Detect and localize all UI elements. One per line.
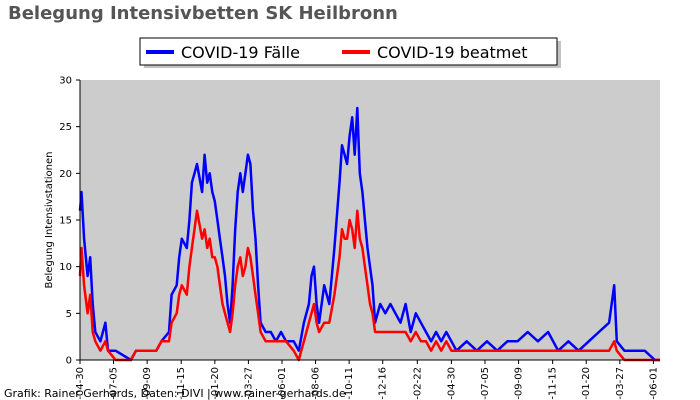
- x-tick-label-10: -02-22: [412, 367, 423, 400]
- y-axis-label: Belegung Intensivstationen: [44, 151, 55, 288]
- y-tick-label-1: 5: [66, 309, 72, 320]
- x-tick-label-17: -06-01: [648, 367, 659, 400]
- y-tick-label-5: 25: [59, 122, 72, 133]
- legend-label-beatmet: COVID-19 beatmet: [377, 43, 527, 62]
- x-tick-label-8: -10-11: [344, 367, 355, 400]
- plot-area: [80, 80, 660, 360]
- y-tick-label-4: 20: [59, 169, 72, 180]
- x-tick-label-4: -01-20: [210, 367, 221, 400]
- x-tick-label-16: -03-27: [615, 367, 626, 400]
- y-tick-label-3: 15: [59, 216, 72, 227]
- series-line-1: [78, 209, 660, 362]
- x-tick-label-7: -08-06: [311, 367, 322, 400]
- x-tick-label-0: -04-30: [75, 367, 86, 400]
- x-tick-label-11: -04-30: [446, 367, 457, 400]
- x-tick-label-2: -09-09: [142, 367, 153, 400]
- x-tick-label-6: -06-01: [277, 367, 288, 400]
- x-tick-label-15: -01-20: [581, 367, 592, 400]
- series-layer: [78, 106, 660, 362]
- y-tick-label-0: 0: [66, 356, 72, 367]
- x-tick-label-1: -07-05: [109, 367, 120, 400]
- series-line-0: [78, 106, 660, 362]
- y-tick-label-2: 10: [59, 262, 72, 273]
- legend: COVID-19 Fälle COVID-19 beatmet: [139, 37, 561, 68]
- x-tick-label-14: -11-15: [548, 367, 559, 400]
- x-tick-label-5: -03-27: [243, 367, 254, 400]
- x-tick-label-12: -07-05: [480, 367, 491, 400]
- x-axis: -04-30 -07-05 -09-09 -11-15 -01-20 -03-27 -06-…: [75, 359, 660, 400]
- y-axis: 0 5 10 15 20 25 30: [59, 76, 81, 367]
- chart-title: Belegung Intensivbetten SK Heilbronn: [8, 3, 398, 24]
- footer-credit: Grafik: Rainer Gerhards, Daten: DIVI | w…: [4, 387, 346, 400]
- x-tick-label-9: -12-16: [378, 367, 389, 400]
- y-tick-label-6: 30: [59, 76, 72, 87]
- legend-label-faelle: COVID-19 Fälle: [181, 43, 300, 62]
- x-tick-label-3: -11-15: [176, 367, 187, 400]
- x-tick-label-13: -09-09: [514, 367, 525, 400]
